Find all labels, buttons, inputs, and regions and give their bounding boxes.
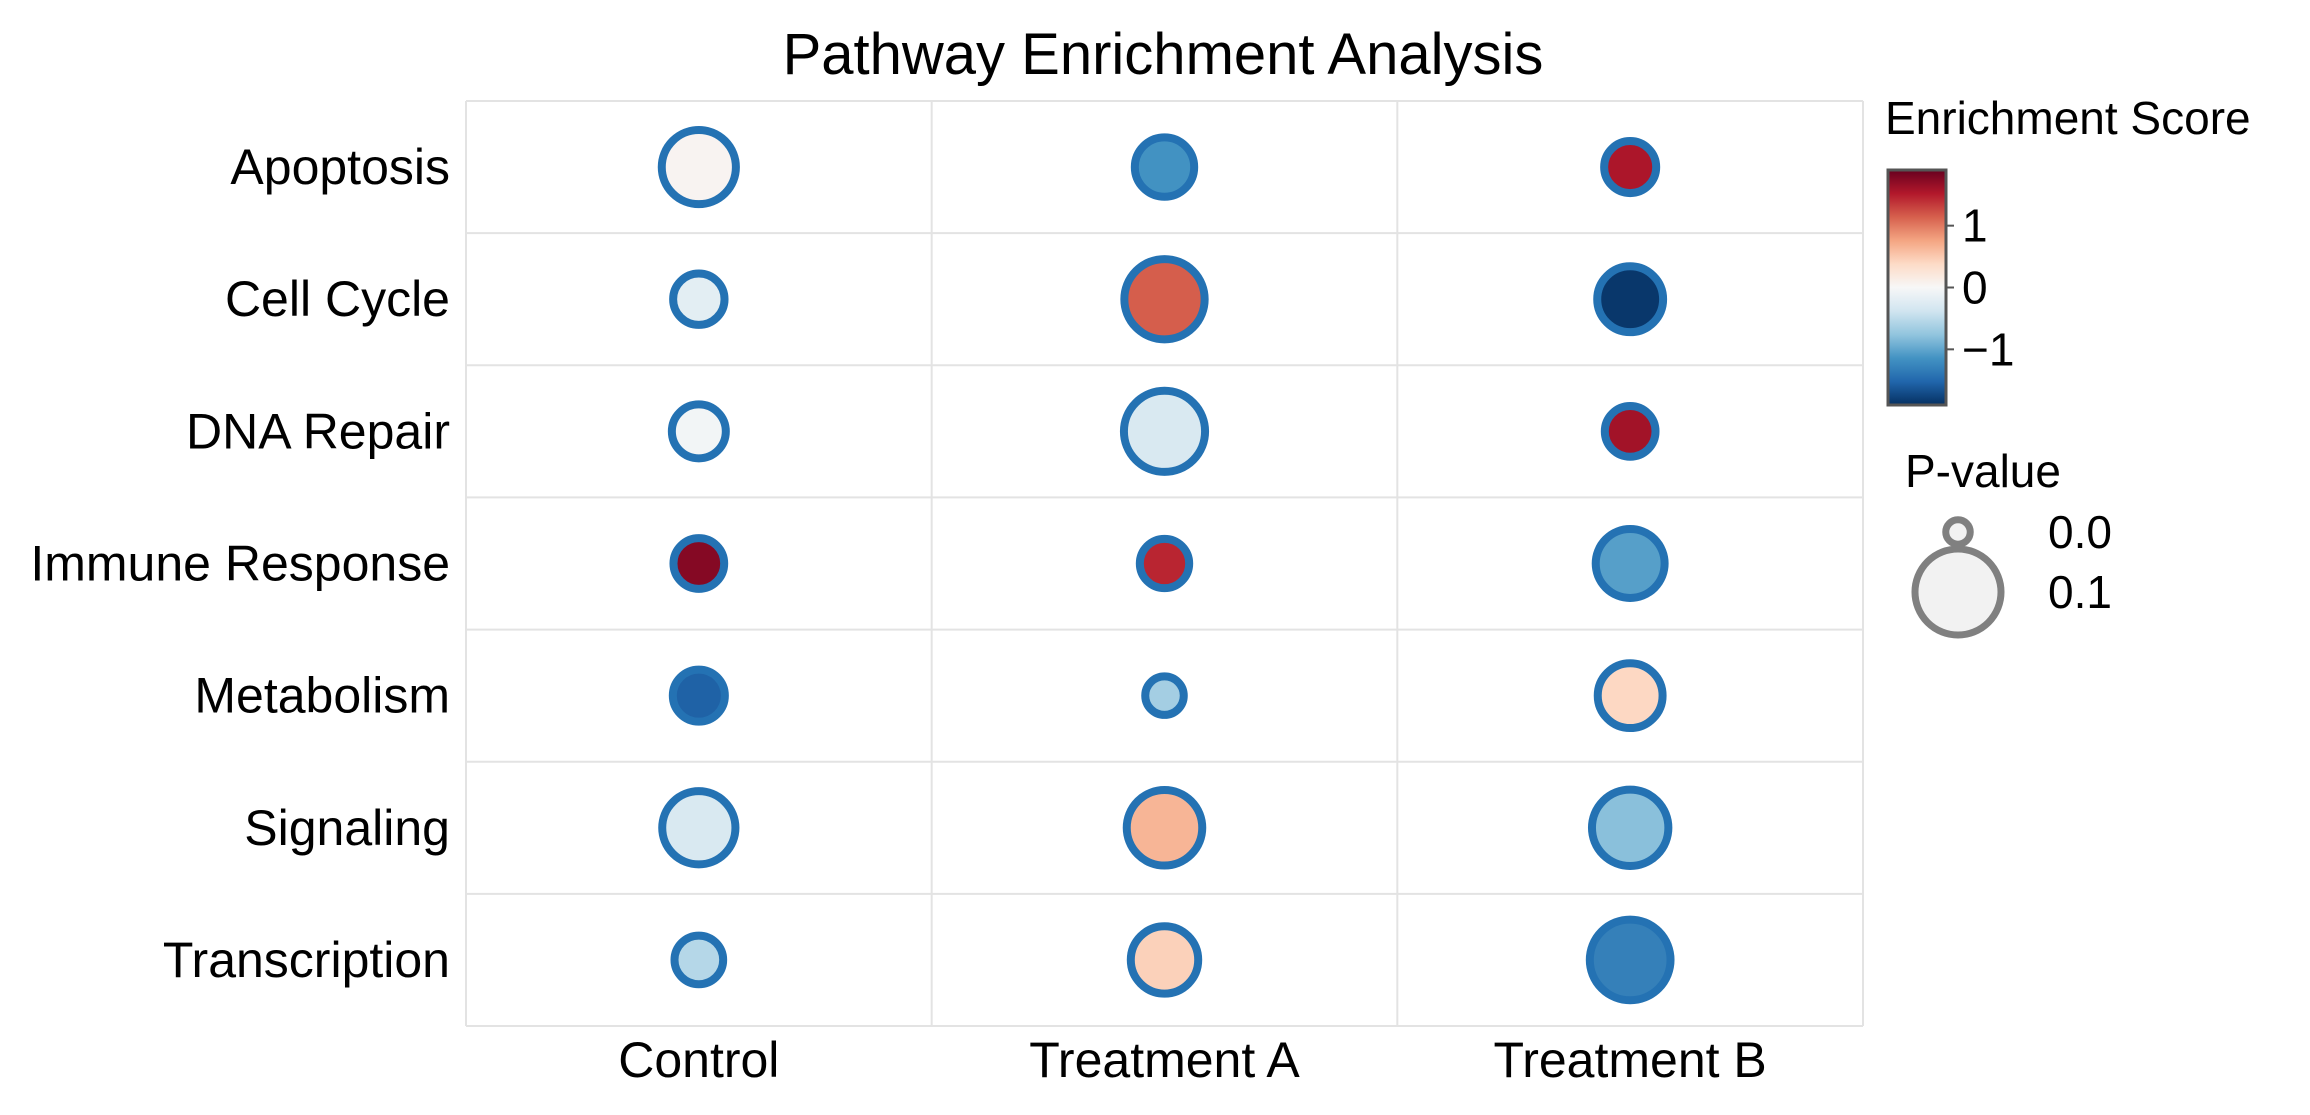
point-transcription-treatment-b <box>1585 915 1675 1005</box>
y-tick-label: Apoptosis <box>230 139 450 195</box>
y-tick-label: Transcription <box>163 932 450 988</box>
point-immune-response-control <box>669 534 729 593</box>
data-points <box>657 126 1675 1005</box>
point-apoptosis-treatment-b <box>1600 137 1661 198</box>
y-tick-label: Metabolism <box>194 668 450 724</box>
x-tick-label: Treatment B <box>1494 1032 1767 1088</box>
colorbar <box>1886 168 1948 407</box>
y-axis-ticks: Apoptosis Cell Cycle DNA Repair Immune Resp… <box>30 139 450 988</box>
size-legend: 0.00.1 <box>1911 506 2112 639</box>
x-tick-label: Control <box>618 1032 779 1088</box>
colorbar-tick-label: 0 <box>1962 262 1988 314</box>
point-signaling-treatment-a <box>1122 786 1207 870</box>
size-legend-label: 0.0 <box>2048 506 2112 558</box>
size-legend-marker <box>1911 545 2005 639</box>
point-transcription-treatment-a <box>1126 922 1203 998</box>
colorbar-tick-label: 1 <box>1962 200 1988 252</box>
point-metabolism-control <box>668 665 729 726</box>
y-tick-label: Immune Response <box>30 536 450 592</box>
point-apoptosis-treatment-a <box>1130 133 1199 201</box>
x-axis-ticks: Control Treatment A Treatment B <box>618 1032 1767 1088</box>
point-apoptosis-control <box>657 126 740 209</box>
point-dna-repair-treatment-a <box>1119 386 1210 476</box>
size-legend-marker <box>1942 516 1974 548</box>
point-signaling-control <box>658 787 740 869</box>
point-immune-response-treatment-b <box>1591 525 1669 602</box>
y-tick-label: Signaling <box>244 800 450 856</box>
colorbar-tick-label: −1 <box>1962 323 2014 375</box>
point-metabolism-treatment-a <box>1141 672 1188 719</box>
point-cell-cycle-control <box>669 269 729 329</box>
point-metabolism-treatment-b <box>1593 659 1667 733</box>
x-tick-label: Treatment A <box>1029 1032 1300 1088</box>
plot-area: Apoptosis Cell Cycle DNA Repair Immune Resp… <box>30 100 1864 1088</box>
point-cell-cycle-treatment-b <box>1593 262 1668 337</box>
y-tick-label: DNA Repair <box>186 403 450 459</box>
colorbar-ticks: 1 0 −1 <box>1946 200 2014 375</box>
point-transcription-control <box>670 931 728 989</box>
point-dna-repair-treatment-b <box>1600 401 1660 461</box>
size-legend-label: 0.1 <box>2048 566 2112 618</box>
point-immune-response-treatment-a <box>1135 534 1194 593</box>
y-tick-label: Cell Cycle <box>225 271 450 327</box>
chart-title: Pathway Enrichment Analysis <box>783 22 1544 87</box>
point-signaling-treatment-b <box>1587 785 1673 870</box>
point-dna-repair-control <box>667 400 730 463</box>
size-legend-title: P-value <box>1905 445 2061 497</box>
grid <box>465 100 1864 1027</box>
legend-area: Enrichment Score P-value 10−10.00.1 <box>1885 92 2251 639</box>
point-cell-cycle-treatment-a <box>1120 255 1209 344</box>
colorbar-title: Enrichment Score <box>1885 92 2251 144</box>
